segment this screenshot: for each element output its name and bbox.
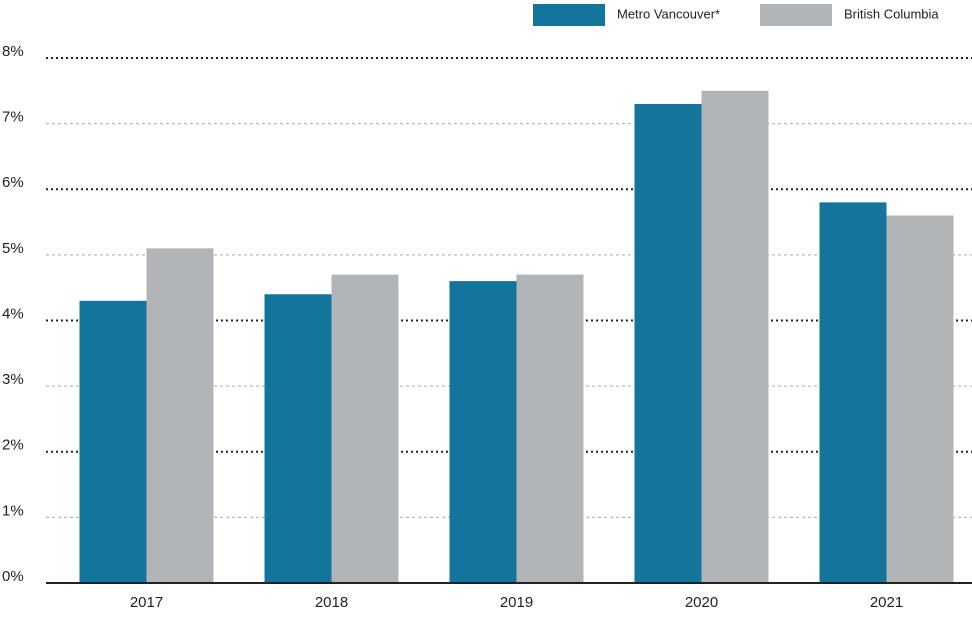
bar: [516, 274, 584, 583]
y-tick-label: 7%: [2, 109, 24, 126]
bar: [886, 215, 954, 583]
bar: [146, 248, 214, 583]
y-tick-label: 4%: [2, 305, 24, 322]
bar: [701, 90, 769, 583]
x-tick-label: 2017: [130, 594, 163, 611]
x-tick-label: 2021: [870, 594, 903, 611]
legend-swatch: [533, 4, 605, 26]
y-tick-label: 3%: [2, 371, 24, 388]
x-tick-label: 2020: [685, 594, 718, 611]
legend-label: Metro Vancouver*: [617, 6, 720, 21]
y-tick-label: 5%: [2, 240, 24, 257]
bar: [331, 274, 399, 583]
y-tick-label: 8%: [2, 43, 24, 60]
x-tick-label: 2018: [315, 594, 348, 611]
legend-swatch: [760, 4, 832, 26]
bar: [79, 300, 147, 583]
bar: [449, 281, 517, 583]
y-tick-label: 0%: [2, 568, 24, 585]
bar: [264, 294, 332, 583]
bar: [819, 202, 887, 583]
y-tick-label: 2%: [2, 437, 24, 454]
legend-label: British Columbia: [844, 6, 939, 21]
y-tick-label: 1%: [2, 502, 24, 519]
x-tick-label: 2019: [500, 594, 533, 611]
bar: [634, 103, 702, 583]
y-tick-label: 6%: [2, 174, 24, 191]
